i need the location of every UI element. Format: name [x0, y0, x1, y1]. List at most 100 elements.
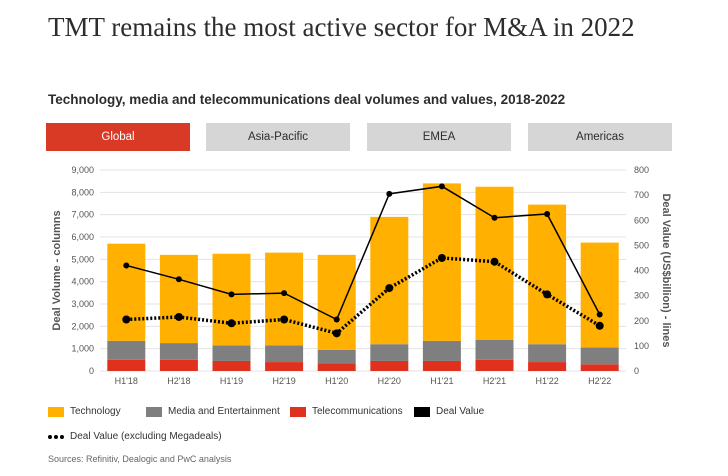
legend-technology: Technology: [48, 406, 121, 417]
point-ex-megadeals: [174, 312, 183, 321]
y-tick-label: 9,000: [71, 165, 94, 175]
legend-technology-label: Technology: [70, 406, 121, 417]
y-tick-label: 2,000: [71, 321, 94, 331]
y-axis-title: Deal Volume - columns: [51, 210, 63, 330]
legend-media-label: Media and Entertainment: [168, 406, 280, 417]
legend-deal-value-ex-megadeals: Deal Value (excluding Megadeals): [48, 431, 222, 442]
point-deal-value: [281, 290, 288, 297]
y-tick-label: 8,000: [71, 187, 94, 197]
bar-segment: [475, 359, 514, 371]
tab-americas[interactable]: Americas: [528, 123, 672, 151]
y2-tick-label: 300: [634, 291, 649, 301]
legend-media-swatch: [146, 406, 162, 417]
page-title: TMT remains the most active sector for M…: [48, 12, 635, 42]
x-tick-label: H2'18: [167, 376, 190, 386]
y2-tick-label: 700: [634, 190, 649, 200]
y-tick-label: 6,000: [71, 232, 94, 242]
legend-telecom-label: Telecommunications: [312, 406, 403, 417]
y-tick-label: 5,000: [71, 254, 94, 264]
bar-segment: [580, 242, 619, 348]
point-deal-value: [175, 276, 182, 283]
bar-segment: [422, 360, 461, 371]
x-tick-label: H1'22: [535, 376, 558, 386]
point-deal-value: [438, 183, 445, 190]
bar-segment: [317, 363, 356, 371]
y2-tick-label: 800: [634, 165, 649, 175]
bar-segment: [528, 344, 567, 363]
y-tick-label: 3,000: [71, 299, 94, 309]
point-deal-value: [228, 291, 235, 298]
series-line-deal-value: [126, 185, 601, 321]
tab-asia-pacific[interactable]: Asia-Pacific: [206, 123, 350, 151]
legend-technology-swatch: [48, 406, 64, 417]
point-ex-megadeals: [595, 321, 604, 330]
point-ex-megadeals: [385, 284, 394, 293]
y-tick-label: 0: [89, 366, 94, 376]
point-deal-value: [596, 311, 603, 318]
x-tick-label: H1'18: [115, 376, 138, 386]
x-tick-label: H1'19: [220, 376, 243, 386]
legend-deal-value-ex-megadeals-label: Deal Value (excluding Megadeals): [70, 431, 222, 442]
bar-segment: [580, 364, 619, 371]
y-tick-label: 7,000: [71, 210, 94, 220]
point-ex-megadeals: [543, 290, 552, 299]
bar-segment: [528, 362, 567, 371]
point-ex-megadeals: [227, 319, 236, 328]
bar-segment: [422, 183, 461, 341]
y2-axis-title: Deal Value (US$billion) - lines: [660, 193, 672, 347]
legend-media: Media and Entertainment: [146, 406, 280, 417]
legend-deal-value: Deal Value: [414, 406, 484, 417]
legend-telecom-swatch: [290, 406, 306, 417]
bar-segment: [528, 204, 567, 345]
bar-segment: [107, 243, 146, 341]
x-tick-label: H2'22: [588, 376, 611, 386]
bar-segment: [159, 254, 198, 344]
y2-tick-label: 0: [634, 366, 639, 376]
legend-deal-value-swatch: [414, 406, 430, 417]
y-tick-label: 1,000: [71, 344, 94, 354]
bar-segment: [475, 339, 514, 360]
x-tick-label: H1'20: [325, 376, 348, 386]
y2-tick-label: 400: [634, 266, 649, 276]
point-ex-megadeals: [332, 329, 341, 338]
chart-subtitle: Technology, media and telecommunications…: [48, 92, 566, 107]
bar-segment: [212, 253, 251, 346]
bar-segment: [212, 345, 251, 361]
point-deal-value: [491, 214, 498, 221]
legend-deal-value-label: Deal Value: [436, 406, 485, 417]
y2-tick-label: 600: [634, 215, 649, 225]
x-tick-label: H2'19: [272, 376, 295, 386]
point-deal-value: [333, 316, 340, 323]
point-ex-megadeals: [490, 257, 499, 266]
x-tick-label: H2'20: [378, 376, 401, 386]
point-ex-megadeals: [122, 315, 131, 324]
bar-segment: [159, 343, 198, 360]
bar-segment: [107, 359, 146, 371]
y2-tick-label: 500: [634, 240, 649, 250]
bar-segment: [212, 360, 251, 371]
bar-segment: [317, 349, 356, 364]
y2-tick-label: 100: [634, 341, 649, 351]
point-deal-value: [386, 190, 393, 197]
point-ex-megadeals: [437, 253, 446, 262]
bar-segment: [265, 345, 304, 363]
bar-segment: [370, 360, 409, 371]
tab-global[interactable]: Global: [46, 123, 190, 151]
deal-chart: 0 1,000 2,000 3,000 4,000 5,000 6,000 7,000 8,00…: [51, 165, 672, 386]
bar-segment: [580, 347, 619, 365]
bar-segment: [370, 344, 409, 361]
x-tick-label: H1'21: [430, 376, 453, 386]
bar-segment: [422, 340, 461, 361]
legend-deal-value-ex-megadeals-swatch: [48, 434, 64, 439]
source-note: Sources: Refinitiv, Dealogic and PwC ana…: [48, 454, 232, 464]
y2-tick-label: 200: [634, 316, 649, 326]
y-tick-label: 4,000: [71, 277, 94, 287]
region-tabs: Global Asia-Pacific EMEA Americas: [46, 123, 672, 151]
x-tick-label: H2'21: [483, 376, 506, 386]
tab-emea[interactable]: EMEA: [367, 123, 511, 151]
bar-segment: [159, 359, 198, 371]
bar-segment: [107, 340, 146, 360]
point-ex-megadeals: [280, 315, 289, 324]
bar-segment: [265, 362, 304, 371]
point-deal-value: [123, 262, 130, 269]
